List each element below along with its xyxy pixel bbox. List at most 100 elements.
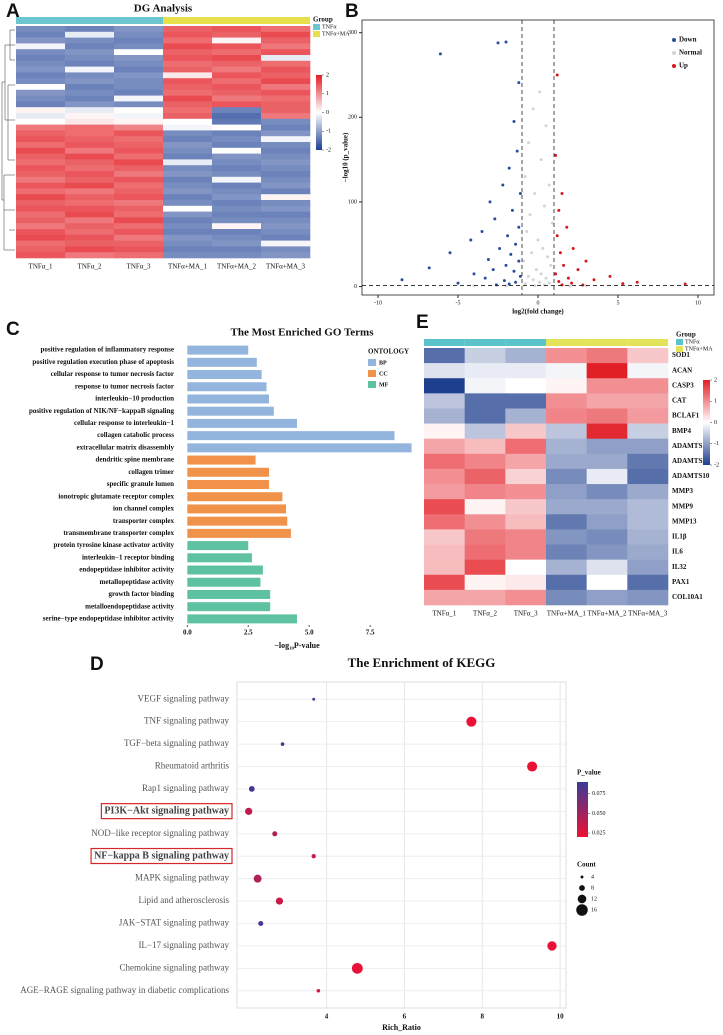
colorbar-tick-label: 0 [714, 420, 717, 426]
heatmap-cell [212, 113, 262, 120]
point [533, 284, 537, 288]
heatmap-cell [627, 499, 669, 515]
column-label: TNFα+MA_2 [217, 263, 257, 271]
bar [187, 345, 249, 355]
y-tick-label: specific granule lumen [107, 480, 174, 488]
point [522, 259, 526, 263]
point [512, 269, 516, 273]
heatmap-cell [212, 252, 262, 259]
heatmap-cell [65, 229, 115, 236]
heatmap-cell [261, 240, 311, 247]
column-label: TNFα_3 [127, 263, 151, 271]
heatmap-cell [505, 393, 547, 409]
heatmap-cell [114, 84, 164, 91]
heatmap-cell [586, 574, 628, 591]
heatmap-cell [65, 130, 115, 137]
heatmap-cell [261, 165, 311, 172]
heatmap-cell [586, 468, 628, 485]
heatmap-cell [114, 60, 164, 67]
bar [187, 516, 288, 526]
heatmap-cell [261, 246, 311, 253]
bar [187, 382, 267, 392]
heatmap-cell [114, 136, 164, 143]
heatmap-cell [424, 514, 465, 530]
point [530, 251, 534, 255]
heatmap-cell [65, 43, 115, 50]
bar [187, 394, 269, 404]
heatmap-cell [16, 229, 66, 236]
point [456, 281, 460, 285]
heatmap-cell [65, 136, 115, 143]
heatmap-cell [546, 393, 587, 409]
heatmap-cell [163, 89, 213, 96]
heatmap-cell [65, 49, 115, 56]
highlight-box [100, 803, 233, 820]
y-tick-label: interleukin−10 production [95, 395, 174, 403]
point [549, 263, 553, 267]
colorbar-tick-label: 0.050 [592, 811, 606, 817]
heatmap-cell [114, 49, 164, 56]
heatmap-cell [464, 484, 506, 500]
y-tick-label: Chemokine signaling pathway [120, 962, 230, 972]
heatmap-cell [65, 223, 115, 230]
y-tick-label: collagen catabolic process [97, 431, 174, 439]
point [542, 204, 546, 208]
heatmap-cell [65, 118, 115, 125]
heatmap-cell [212, 26, 262, 33]
x-tick-label: 7.5 [366, 629, 375, 637]
point [517, 81, 521, 85]
heatmap-cell [627, 514, 669, 530]
heatmap-cell [546, 408, 587, 424]
legend-label: TNFα [322, 24, 337, 30]
heatmap-cell [586, 559, 628, 576]
heatmap-cell [163, 37, 213, 44]
column-label: TNFα+MA_3 [266, 263, 306, 271]
point [494, 283, 498, 287]
heatmap-cell [546, 529, 587, 545]
heatmap-cell [261, 136, 311, 143]
heatmap-cell [65, 107, 115, 114]
heatmap-cell [114, 107, 164, 114]
bubble [311, 854, 316, 859]
heatmap-cell [261, 147, 311, 154]
heatmap-cell [464, 438, 506, 455]
heatmap-cell [505, 574, 547, 591]
heatmap-cell [261, 84, 311, 91]
heatmap-cell [114, 159, 164, 166]
heatmap-cell [627, 589, 669, 606]
colorbar-tick-label: 0.025 [592, 830, 606, 836]
heatmap-cell [65, 147, 115, 154]
y-tick-label: positive regulation of NIK/NF−kappaB sig… [29, 407, 175, 415]
chart-title: DG Analysis [134, 3, 193, 15]
point [554, 153, 558, 157]
heatmap-cell [627, 559, 669, 576]
bar [187, 528, 291, 538]
heatmap-cell [65, 55, 115, 62]
heatmap-cell [627, 468, 669, 485]
row-label: BMP4 [672, 427, 692, 435]
point [514, 280, 518, 284]
heatmap-cell [65, 153, 115, 160]
column-label: TNFα+MA_1 [168, 263, 208, 271]
heatmap-cell [65, 159, 115, 166]
heatmap-cell [261, 188, 311, 195]
legend-label: Down [679, 36, 697, 44]
heatmap-cell [16, 37, 66, 44]
column-label: TNFα_1 [432, 610, 456, 618]
colorbar-tick-label: 0.075 [592, 791, 606, 797]
bar [187, 492, 283, 502]
heatmap-cell [212, 84, 262, 91]
heatmap-cell [163, 26, 213, 33]
heatmap-cell [163, 217, 213, 224]
colorbar [577, 782, 588, 837]
heatmap-cell [424, 423, 465, 440]
group-bar [261, 17, 310, 24]
heatmap-cell [505, 468, 547, 485]
heatmap-cell [163, 142, 213, 149]
y-tick-label: endopeptidase inhibitor activity [79, 566, 174, 574]
heatmap-cell [586, 348, 628, 364]
heatmap-cell [163, 240, 213, 247]
heatmap-cell [65, 142, 115, 149]
heatmap-cell [16, 43, 66, 50]
heatmap-cell [212, 101, 262, 108]
